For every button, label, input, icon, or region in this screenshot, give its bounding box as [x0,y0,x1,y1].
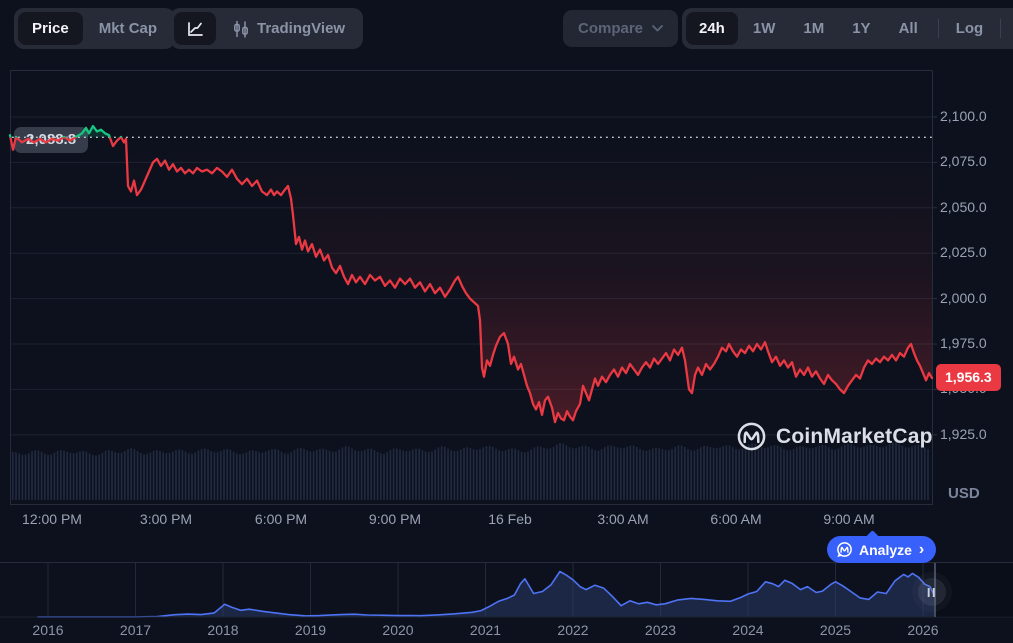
compare-label: Compare [578,20,644,37]
range-items: 24h 1W 1M 1Y All [686,12,931,45]
x-axis-label: 12:00 PM [22,511,82,527]
navigator-year-label: 2021 [469,622,502,638]
navigator-year-label: 2026 [907,622,939,638]
range-selector: 24h 1W 1M 1Y All Log [682,8,1013,49]
candlestick-icon [234,20,248,37]
chevron-down-icon [652,25,663,32]
log-scale-button[interactable]: Log [946,12,994,45]
range-24h[interactable]: 24h [686,12,738,45]
line-chart-type-button[interactable] [174,12,216,45]
navigator-year-label: 2023 [644,622,677,638]
range-all[interactable]: All [886,12,931,45]
range-1m[interactable]: 1M [790,12,837,45]
chevron-right-icon: › [918,540,925,558]
tradingview-label: TradingView [257,20,346,37]
chart-type-toggle: TradingView [170,8,364,49]
price-mktcap-toggle: Price Mkt Cap [14,8,176,49]
navigator-year-label: 2018 [207,622,239,638]
price-tab[interactable]: Price [18,12,83,45]
tradingview-button[interactable]: TradingView [218,12,359,45]
y-axis-label: 2,050.0 [940,198,987,215]
mktcap-tab[interactable]: Mkt Cap [85,12,171,45]
current-price-badge: 1,956.3 [936,364,1001,391]
y-axis-label: 1,925.0 [940,425,987,442]
coinmarketcap-logo-icon [737,422,766,451]
x-axis-label: 9:00 AM [823,511,875,527]
range-1y[interactable]: 1Y [839,12,883,45]
analyze-label: Analyze [859,541,912,558]
x-axis-label: 6:00 AM [710,511,762,527]
separator [937,19,939,38]
y-axis-label: 2,025.0 [940,244,987,261]
x-axis-label: 9:00 PM [368,511,422,527]
y-axis-label: 2,075.0 [940,153,987,170]
coinmarketcap-watermark: CoinMarketCap [736,421,933,452]
compare-dropdown[interactable]: Compare [563,10,679,47]
separator [1000,19,1002,38]
watermark-label: CoinMarketCap [776,424,933,448]
navigator-year-label: 2017 [119,622,152,638]
navigator-year-label: 2020 [382,622,414,638]
x-axis-label: 3:00 PM [139,511,193,527]
x-axis-label: 3:00 AM [597,511,649,527]
navigator-year-label: 2024 [732,622,764,638]
analyze-button[interactable]: Analyze › [827,536,937,563]
analyze-chat-icon [837,542,852,558]
y-axis-label: 1,975.0 [940,335,987,352]
navigator-year-label: 2016 [32,622,64,638]
line-chart-icon [188,21,203,36]
range-1w[interactable]: 1W [740,12,789,45]
navigator-year-label: 2025 [819,622,852,638]
x-axis-label: 16 Feb [488,511,532,527]
navigator-handle[interactable]: II [918,578,946,606]
x-axis-label: 6:00 PM [254,511,308,527]
y-axis-label: 2,000.0 [940,289,987,306]
navigator-year-label: 2019 [294,622,327,638]
navigator-year-label: 2022 [557,622,589,638]
currency-label: USD [948,485,980,502]
y-axis-label: 2,100.0 [940,108,987,124]
